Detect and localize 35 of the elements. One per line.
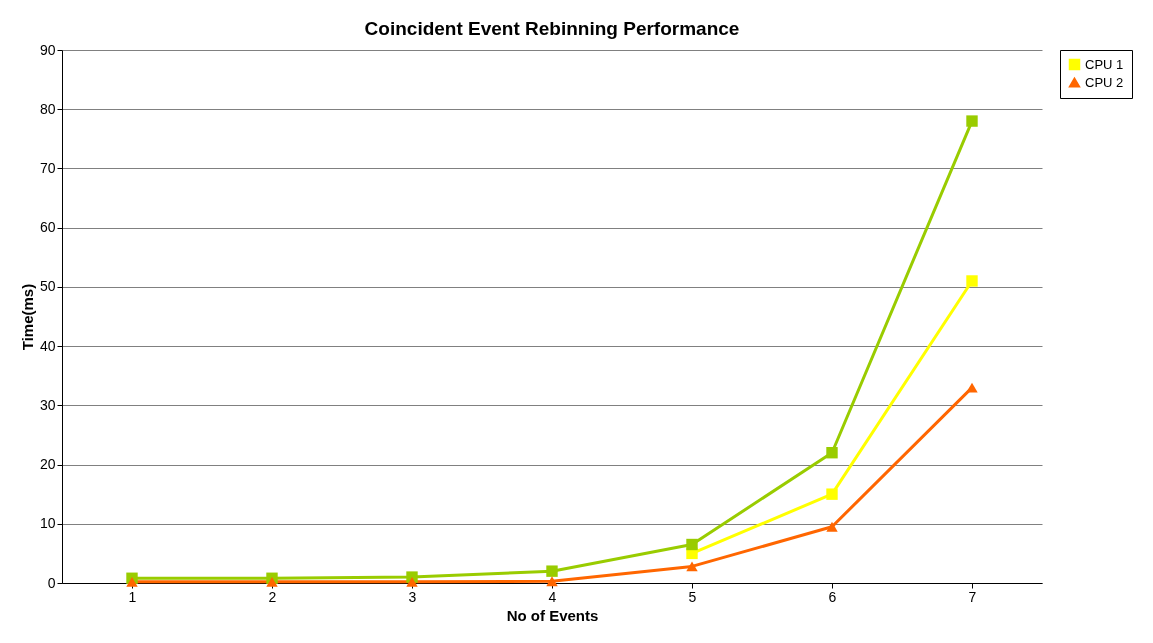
point [966, 275, 978, 287]
point [546, 565, 558, 577]
legend-label: CPU 2 [1085, 74, 1124, 90]
x-tick-label: 3 [408, 588, 417, 605]
chart-title: Coincident Event Rebinning Performance [364, 18, 740, 39]
y-tick-label: 80 [39, 100, 56, 117]
point [826, 521, 838, 532]
x-tick-label: 2 [268, 588, 277, 605]
x-tick-label: 4 [548, 588, 557, 605]
x-tick-label: 1 [128, 588, 137, 605]
y-tick-label: 60 [39, 219, 56, 236]
point [686, 561, 698, 572]
y-tick-label: 20 [39, 456, 56, 473]
point [966, 382, 978, 393]
point [266, 576, 278, 587]
y-tick-label: 0 [47, 574, 56, 591]
x-tick-label: 7 [968, 588, 977, 605]
y-axis-title: Time(ms) [18, 283, 36, 351]
x-tick-label: 5 [688, 588, 697, 605]
point [826, 447, 838, 459]
y-tick-label: 30 [39, 396, 56, 413]
y-tick-label: 10 [39, 515, 56, 532]
point [546, 576, 558, 587]
legend-label: CPU 1 [1085, 56, 1124, 72]
point [406, 576, 418, 587]
point [826, 488, 838, 500]
y-tick-label: 50 [39, 278, 56, 295]
x-tick-label: 6 [828, 588, 837, 605]
point [686, 538, 698, 551]
point [966, 115, 978, 127]
y-tick-label: 70 [39, 159, 56, 176]
point [126, 576, 138, 587]
x-axis-title: No of Events [506, 606, 599, 624]
y-tick-label: 40 [39, 337, 56, 354]
y-tick-label: 90 [39, 41, 56, 58]
